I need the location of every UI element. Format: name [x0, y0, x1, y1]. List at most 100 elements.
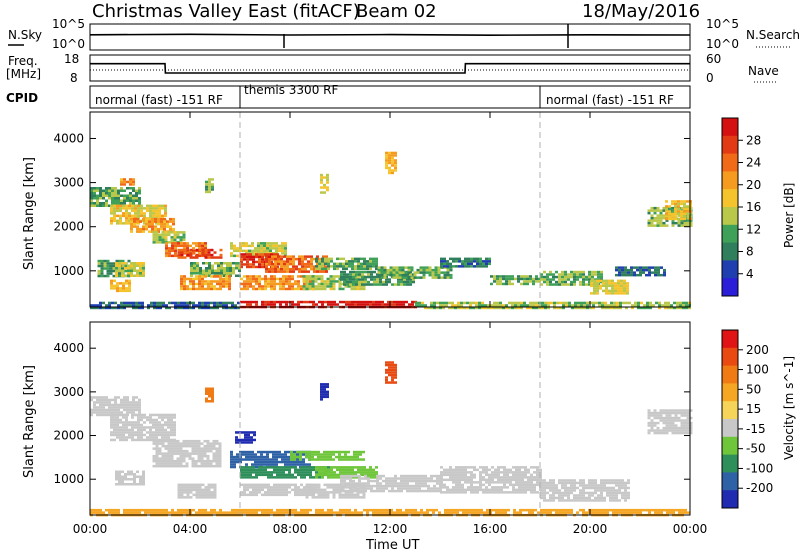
- power-cells-cell-7: [122, 265, 125, 268]
- power-cells-cell-22: [570, 281, 573, 284]
- power-cells-cell-1: [122, 205, 125, 208]
- power-cells-cell-12: [275, 250, 278, 253]
- velocity-cells-cell-0: [105, 414, 108, 417]
- velocity-cells-cell-2: [189, 442, 192, 445]
- velocity-cells-cell-13: [509, 479, 512, 482]
- velocity-cells-cell-16: [99, 509, 102, 512]
- power-cells-cell-30: [385, 162, 388, 165]
- power-cells-cell-27: [354, 301, 357, 304]
- power-cells-cell-19: [399, 276, 402, 279]
- velocity-cells-cell-16: [153, 511, 156, 514]
- power-cells-cell-27: [372, 301, 375, 304]
- velocity-cells-cell-13: [536, 479, 539, 482]
- power-cells-cell-14: [307, 265, 310, 268]
- power-cells-cell-17: [363, 288, 366, 291]
- power-cells-cell-18: [376, 278, 379, 281]
- velocity-cells-cell-10: [279, 489, 282, 492]
- nsky-series-line: [90, 34, 690, 35]
- power-cells-cell-14: [265, 268, 268, 271]
- velocity-cells-cell-11: [318, 486, 321, 489]
- power-cells-cell-11: [219, 278, 222, 281]
- power-cells-cell-10: [223, 270, 226, 273]
- velocity-cells-cell-1: [122, 414, 125, 417]
- power-cells-cell-14: [274, 270, 277, 273]
- velocity-cells-cell-1: [140, 429, 143, 432]
- power-cells-cell-16: [321, 268, 324, 271]
- power-cells-cell-31: [320, 186, 323, 189]
- power-cells-cell-7: [98, 265, 101, 268]
- velocity-cells-cell-12: [370, 480, 373, 483]
- velocity-cells-cell-0: [129, 404, 132, 407]
- velocity-cells-cell-1: [113, 416, 116, 419]
- power-cells-cell-31: [323, 191, 326, 194]
- velocity-cells-cell-7: [309, 469, 312, 472]
- velocity-cells-cell-15: [678, 412, 681, 415]
- power-cells-cell-30: [388, 159, 391, 162]
- power-cells-cell-7: [110, 267, 113, 270]
- velocity-cells-cell-10: [270, 486, 273, 489]
- velocity-cells-cell-13: [440, 486, 443, 489]
- velocity-cells-cell-4: [205, 486, 208, 489]
- power-cells-cell-29: [186, 304, 189, 307]
- velocity-cells-cell-12: [436, 475, 439, 478]
- velocity-cells-cell-2: [210, 465, 213, 468]
- power-cells-cell-29: [183, 304, 186, 307]
- velocity-cells-cell-15: [678, 417, 681, 420]
- velocity-cells-cell-1: [125, 419, 128, 422]
- power-cells-cell-12: [251, 250, 254, 253]
- power-cells-cell-19: [405, 276, 408, 279]
- power-cells-cell-4: [177, 245, 180, 248]
- power-cells-cell-27: [276, 301, 279, 304]
- power-cells-cell-25: [672, 224, 675, 227]
- power-cells-cell-18: [349, 276, 352, 279]
- power-cells-cell-21: [520, 283, 523, 286]
- velocity-cells-cell-1: [131, 426, 134, 429]
- velocity-cells-cell-8: [326, 451, 329, 454]
- velocity-cells-cell-15: [666, 419, 669, 422]
- velocity-cells-cell-9: [345, 469, 348, 472]
- velocity-cells-cell-5: [247, 434, 250, 437]
- velocity-cells-cell-7: [246, 471, 249, 474]
- velocity-cells-cell-12: [424, 475, 427, 478]
- power-cells-cell-15: [297, 280, 300, 283]
- velocity-cells-cell-12: [415, 475, 418, 478]
- velocity-cells-cell-1: [170, 434, 173, 437]
- velocity-cells-cell-15: [669, 424, 672, 427]
- velocity-cells-cell-13: [506, 471, 509, 474]
- power-cells-cell-15: [288, 288, 291, 291]
- power-cells-cell-21: [505, 283, 508, 286]
- power-cells-cell-11: [180, 275, 183, 278]
- velocity-cells-cell-1: [119, 419, 122, 422]
- power-cells-cell-1: [140, 205, 143, 208]
- power-cells-cell-12: [263, 245, 266, 248]
- power-cells-cell-21: [499, 278, 502, 281]
- power-cells-cell-21: [529, 280, 532, 283]
- power-cells-cell-3: [156, 234, 159, 237]
- power-cells-cell-18: [355, 281, 358, 284]
- velocity-cells-cell-16: [165, 509, 168, 512]
- power-cells-cell-14: [310, 265, 313, 268]
- power-cells-cell-1: [119, 215, 122, 218]
- velocity-cells-cell-2: [159, 465, 162, 468]
- power-cells-cell-11: [225, 285, 228, 288]
- power-cells-cell-6: [120, 181, 123, 184]
- velocity-cells-cell-14: [624, 489, 627, 492]
- power-cells-cell-14: [271, 255, 274, 258]
- velocity-cells-cell-2: [162, 455, 165, 458]
- power-cells-cell-15: [291, 278, 294, 281]
- velocity-cells-cell-14: [588, 484, 591, 487]
- power-cells-cell-2: [172, 218, 175, 221]
- velocity-cells-cell-14: [552, 479, 555, 482]
- velocity-cells-cell-2: [153, 440, 156, 443]
- velocity-cells-cell-6: [287, 458, 290, 461]
- power-cells-cell-18: [352, 271, 355, 274]
- power-cells-cell-22: [582, 276, 585, 279]
- velocity-cells-cell-13: [488, 484, 491, 487]
- power-cells-cell-8: [130, 267, 133, 270]
- velocity-cells-cell-14: [546, 487, 549, 490]
- velocity-cells-cell-2: [177, 457, 180, 460]
- velocity-cells-cell-13: [449, 466, 452, 469]
- velocity-cells-cell-8: [341, 451, 344, 454]
- velocity-cells-cell-14: [558, 482, 561, 485]
- power-cells-cell-2: [145, 218, 148, 221]
